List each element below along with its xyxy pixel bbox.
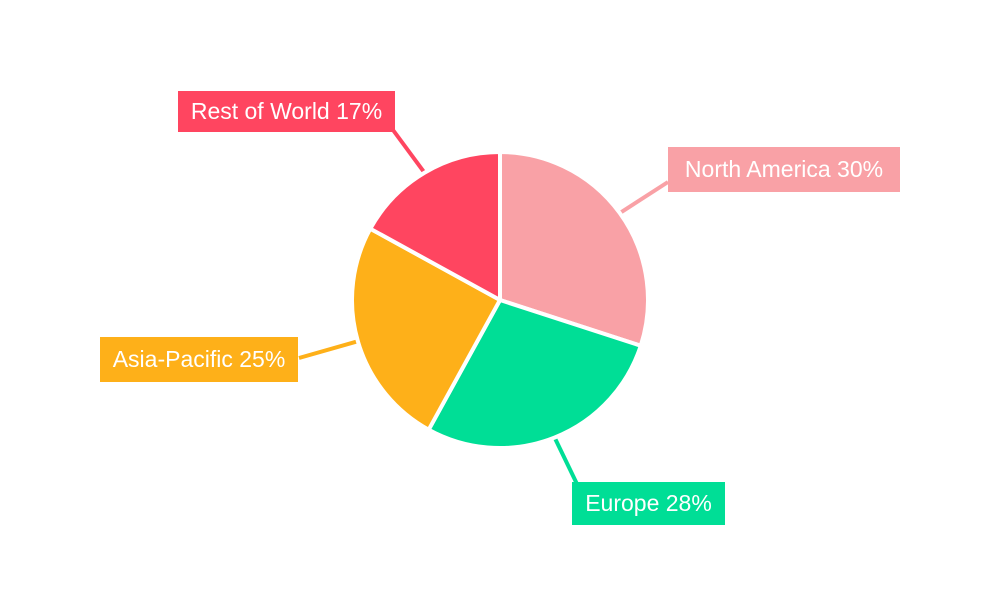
callout-europe-label: Europe 28%: [585, 490, 712, 516]
connector-asia-pacific: [298, 338, 361, 360]
callout-europe: Europe 28%: [572, 482, 725, 525]
callout-north-america: North America 30%: [668, 147, 900, 192]
callout-asia-pacific: Asia-Pacific 25%: [100, 337, 298, 382]
connector-europe: [551, 434, 579, 485]
callout-asia-pacific-label: Asia-Pacific 25%: [112, 346, 286, 372]
connector-north-america: [617, 180, 670, 216]
pie-slice-asia-pacific[interactable]: [350, 226, 502, 432]
callout-rest-of-world-label: Rest of World 17%: [190, 98, 383, 124]
pie-slice-north-america[interactable]: [498, 150, 650, 348]
connector-rest-of-world: [391, 128, 428, 176]
callout-north-america-label: North America 30%: [684, 156, 884, 182]
callout-rest-of-world: Rest of World 17%: [178, 91, 395, 132]
pie-slice-rest-of-world[interactable]: [368, 150, 502, 302]
